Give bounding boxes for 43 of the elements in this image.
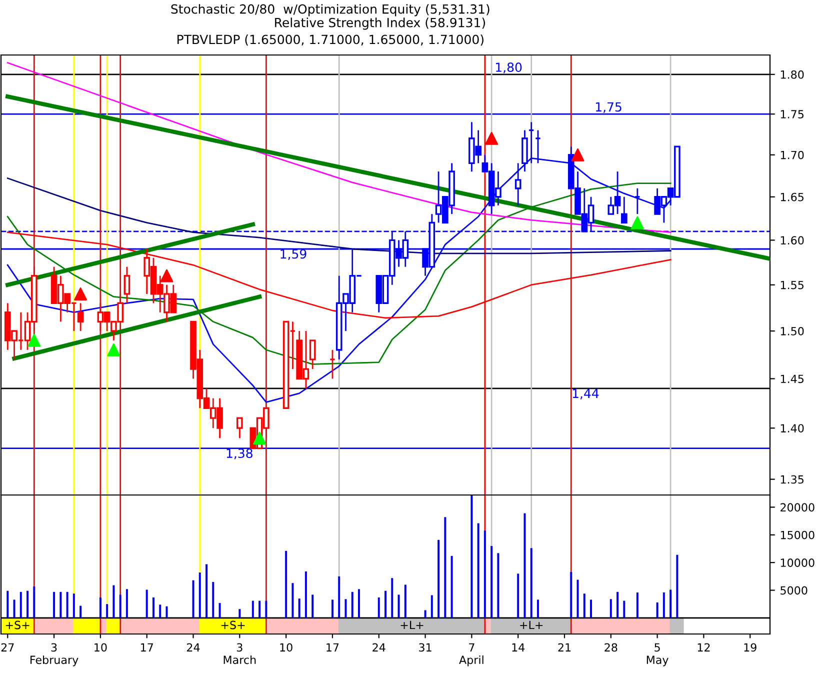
ref-line-label: 1,44 <box>572 388 599 400</box>
y-tick-label: 1.40 <box>780 424 804 432</box>
ref-line-label: 1,80 <box>496 62 522 74</box>
y-tick-label: 1.80 <box>780 70 804 79</box>
ref-line-label: 1,59 <box>280 249 306 260</box>
x-tick-label: 21 <box>558 643 571 652</box>
ref-line-label: 1,38 <box>226 448 252 460</box>
x-tick-label: 5 May <box>646 643 668 666</box>
y-tick-label: 1.75 <box>780 110 804 118</box>
y-tick-label: 15000 <box>780 530 814 540</box>
x-tick-label: 24 <box>372 643 386 652</box>
y-tick-label: 1.65 <box>780 192 804 202</box>
y-tick-label: 1.50 <box>780 326 804 336</box>
x-tick-label: 24 <box>186 643 200 652</box>
x-tick-label: 10 <box>94 643 107 652</box>
text: Relative Strength Index (58.9131) <box>275 18 486 30</box>
x-tick-label: 27 <box>1 643 14 652</box>
band-label: +S+ <box>221 620 245 630</box>
ref-line-label: 1,75 <box>596 102 622 113</box>
text: Stochastic 20/80 w/Optimization Equity (5,531.31) <box>171 4 490 16</box>
y-tick-label: 10000 <box>780 558 814 567</box>
x-tick-label: 17 <box>140 643 153 652</box>
x-tick-label: 28 <box>604 643 618 652</box>
text: PTBVLEDP (1.65000, 1.71000, 1.65000, 1.71000) <box>177 34 484 46</box>
y-tick-label: 1.70 <box>780 150 804 160</box>
y-tick-label: 1.35 <box>780 475 804 484</box>
x-tick-label: 14 <box>512 643 525 652</box>
y-tick-label: 1.45 <box>780 374 804 384</box>
x-tick-label: 10 <box>280 643 292 652</box>
band-label: +L+ <box>400 620 424 630</box>
x-tick-label: 12 <box>698 643 710 652</box>
x-tick-label: 19 <box>744 643 756 652</box>
y-tick-label: 1.55 <box>780 280 804 290</box>
x-tick-label: 3 February <box>30 643 78 666</box>
y-tick-label: 1.60 <box>780 236 804 245</box>
x-tick-label: 3 March <box>224 643 256 664</box>
band-label: +L+ <box>520 620 543 630</box>
x-tick-label: 7 April <box>459 643 484 666</box>
y-tick-label: 20000 <box>780 503 814 512</box>
y-tick-label: 5000 <box>780 586 808 595</box>
x-tick-label: 17 <box>326 643 339 652</box>
band-label: +S+ <box>6 620 30 630</box>
x-tick-label: 31 <box>419 643 432 652</box>
